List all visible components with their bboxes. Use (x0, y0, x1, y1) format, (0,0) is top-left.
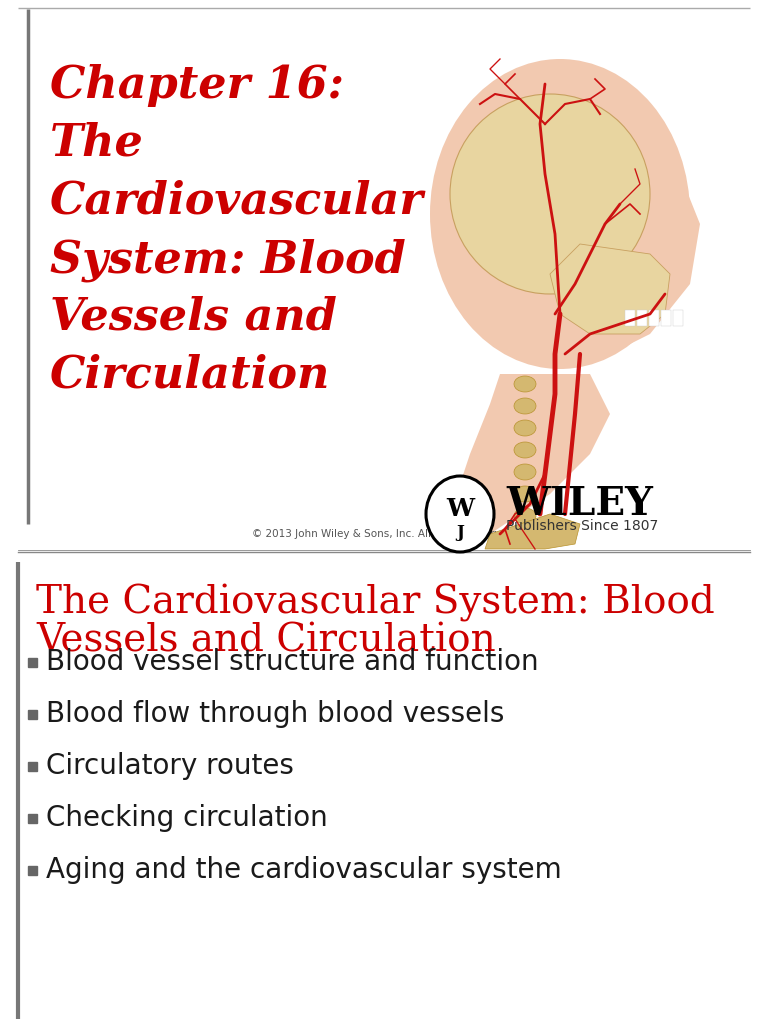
Ellipse shape (514, 376, 536, 392)
Text: Vessels and: Vessels and (50, 296, 337, 339)
Text: The: The (50, 122, 144, 165)
Bar (28, 866, 37, 874)
Ellipse shape (514, 508, 536, 524)
Ellipse shape (426, 476, 494, 552)
Ellipse shape (514, 420, 536, 436)
Polygon shape (550, 244, 670, 334)
Text: J: J (456, 524, 464, 541)
Text: Aging and the cardiovascular system: Aging and the cardiovascular system (46, 856, 561, 884)
Text: Blood vessel structure and function: Blood vessel structure and function (46, 648, 538, 676)
Bar (649, 310, 659, 326)
Bar (28, 658, 37, 667)
Polygon shape (450, 374, 610, 534)
Text: Checking circulation: Checking circulation (46, 804, 328, 831)
Text: Circulation: Circulation (50, 354, 330, 397)
Ellipse shape (514, 486, 536, 502)
Polygon shape (560, 154, 700, 354)
Text: WILEY: WILEY (506, 485, 653, 523)
Bar (625, 310, 635, 326)
Ellipse shape (450, 94, 650, 294)
Bar (673, 310, 683, 326)
Text: W: W (446, 497, 474, 521)
Text: Blood flow through blood vessels: Blood flow through blood vessels (46, 700, 505, 728)
Bar (637, 310, 647, 326)
Bar (28, 710, 37, 719)
Text: Publishers Since 1807: Publishers Since 1807 (506, 519, 658, 534)
Text: System: Blood: System: Blood (50, 238, 406, 282)
Text: The Cardiovascular System: Blood: The Cardiovascular System: Blood (36, 584, 715, 622)
Text: Vessels and Circulation: Vessels and Circulation (36, 622, 496, 659)
Ellipse shape (430, 59, 690, 369)
Ellipse shape (514, 464, 536, 480)
Ellipse shape (514, 442, 536, 458)
Ellipse shape (514, 398, 536, 414)
Bar (28, 762, 37, 771)
Text: Cardiovascular: Cardiovascular (50, 180, 424, 223)
Text: © 2013 John Wiley & Sons, Inc. All rights reserved.: © 2013 John Wiley & Sons, Inc. All right… (251, 529, 517, 539)
Bar (661, 310, 671, 326)
Text: Circulatory routes: Circulatory routes (46, 752, 294, 780)
Text: Chapter 16:: Chapter 16: (50, 63, 344, 106)
Bar (28, 814, 37, 823)
Polygon shape (485, 514, 580, 549)
